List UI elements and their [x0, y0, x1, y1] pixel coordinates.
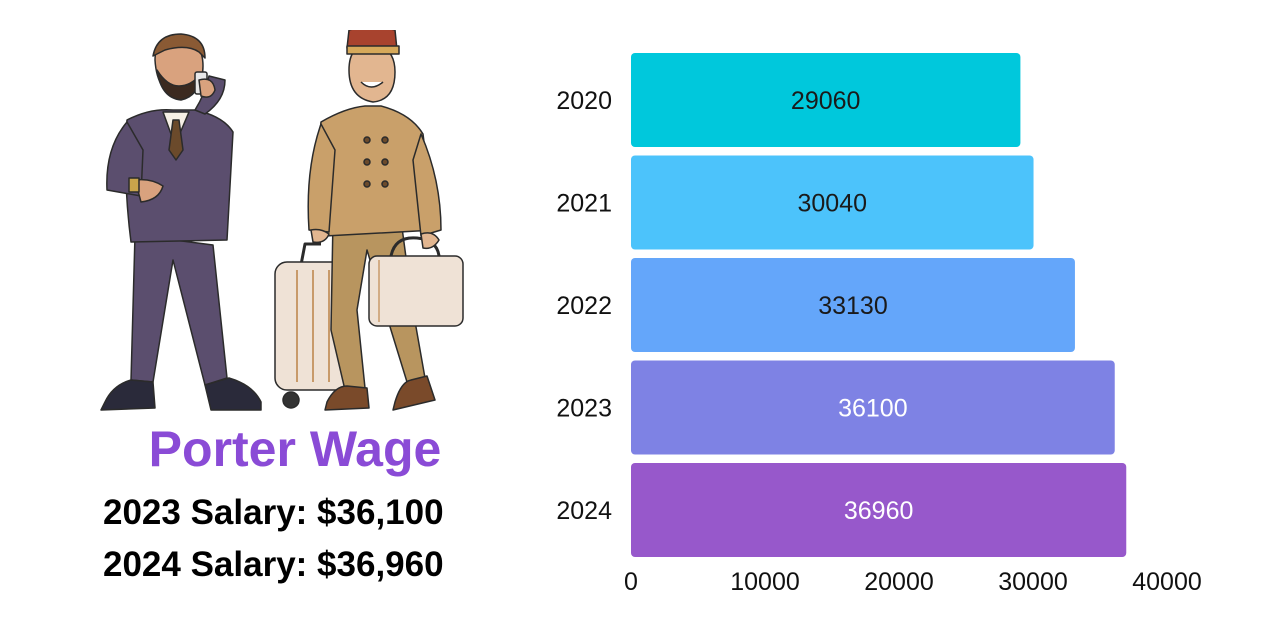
category-label-2024: 2024 — [556, 497, 612, 525]
category-label-2023: 2023 — [556, 395, 612, 423]
category-label-2022: 2022 — [556, 292, 612, 320]
bar-2020 — [631, 53, 1021, 147]
porter-illustration — [100, 30, 464, 411]
page-title: Porter Wage — [148, 421, 442, 477]
x-tick-10000: 10000 — [730, 568, 800, 596]
category-label-2020: 2020 — [556, 87, 612, 115]
value-label-2020: 29060 — [791, 87, 861, 115]
bar-2024 — [631, 463, 1127, 557]
value-label-2022: 33130 — [818, 292, 888, 320]
bars-layer — [631, 53, 1127, 557]
x-tick-20000: 20000 — [864, 568, 934, 596]
salary-2023-line: 2023 Salary: $36,100 — [103, 493, 444, 532]
porter-figure — [274, 30, 464, 411]
value-label-2021: 30040 — [798, 190, 868, 218]
bar-2022 — [631, 258, 1075, 352]
salary-2024-line: 2024 Salary: $36,960 — [103, 545, 444, 584]
value-labels: 29060 30040 33130 36100 36960 — [791, 87, 913, 525]
bar-2023 — [631, 360, 1115, 455]
category-label-2021: 2021 — [556, 190, 612, 218]
x-axis-ticks: 0 10000 20000 30000 40000 — [624, 568, 1202, 596]
x-tick-30000: 30000 — [998, 568, 1068, 596]
category-labels: 2020 2021 2022 2023 2024 — [556, 87, 612, 525]
value-label-2023: 36100 — [838, 395, 908, 423]
value-label-2024: 36960 — [844, 497, 914, 525]
bar-2021 — [631, 155, 1034, 250]
x-tick-40000: 40000 — [1132, 568, 1202, 596]
x-tick-0: 0 — [624, 568, 638, 596]
businessman-figure — [100, 33, 262, 411]
